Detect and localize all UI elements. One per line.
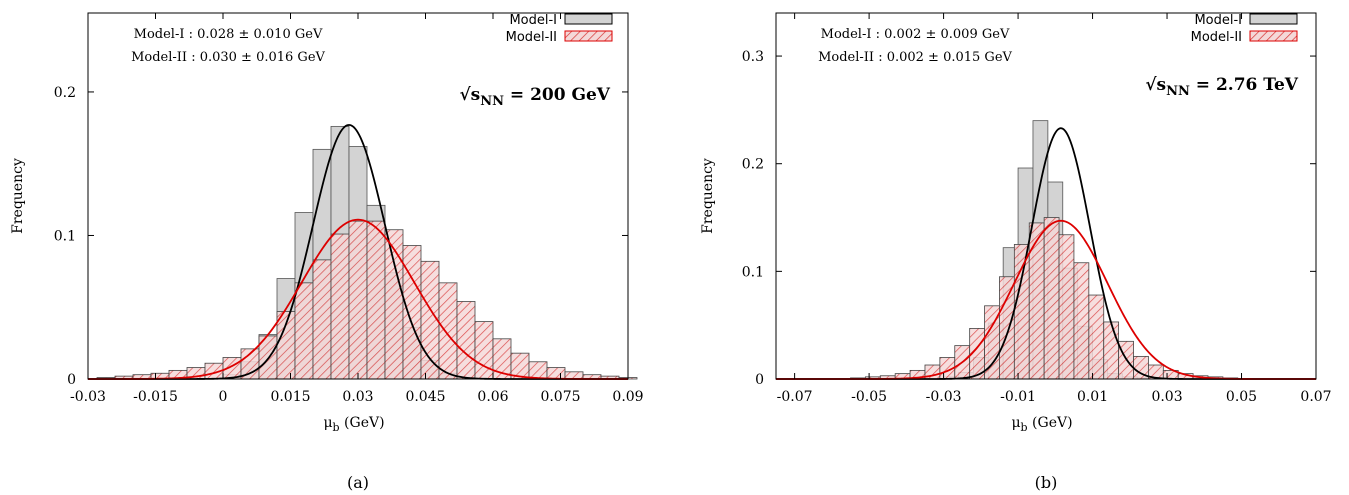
model-ii-bar-15 xyxy=(366,220,386,380)
x-tick-label-2: 0 xyxy=(219,389,228,405)
y-tick-label-2: 0.2 xyxy=(54,85,76,101)
model-ii-bar-14 xyxy=(1058,234,1075,380)
model-ii-bar-14 xyxy=(348,220,368,380)
model-ii-bar-17 xyxy=(1103,321,1120,380)
model-ii-bar-13 xyxy=(330,233,350,380)
legend-label-0: Model-I xyxy=(1194,13,1242,28)
model-ii-bar-11 xyxy=(294,282,314,380)
x-tick-label-3: 0.015 xyxy=(270,389,310,405)
panel-caption: (b) xyxy=(1035,473,1058,492)
legend-label-1: Model-II xyxy=(506,30,557,45)
model-ii-bar-18 xyxy=(420,260,440,380)
legend-label-1: Model-II xyxy=(1191,30,1242,45)
histogram-panel-b: -0.07 -0.05 -0.03 -0.01 0.01 0.03 0.05 0.07 0 0.1… xyxy=(700,12,1332,492)
y-tick-label-1: 0.1 xyxy=(742,264,764,280)
x-tick-label-0: -0.03 xyxy=(70,389,106,405)
y-tick-label-0: 0 xyxy=(67,372,76,388)
fit-annotation-1: Model-II : 0.030 ± 0.016 GeV xyxy=(131,50,325,65)
x-tick-label-7: 0.07 xyxy=(1300,389,1331,405)
x-tick-label-7: 0.075 xyxy=(540,389,580,405)
model-ii-bar-26 xyxy=(564,371,584,380)
legend-label-0: Model-I xyxy=(509,13,557,28)
model-ii-bar-21 xyxy=(474,321,494,380)
x-tick-label-2: -0.03 xyxy=(926,389,962,405)
y-tick-label-2: 0.2 xyxy=(742,157,764,173)
x-tick-label-8: 0.09 xyxy=(612,389,643,405)
model-ii-bar-12 xyxy=(1028,222,1045,380)
model-ii-bar-20 xyxy=(456,301,476,380)
fit-annotation-0: Model-I : 0.002 ± 0.009 GeV xyxy=(821,27,1010,42)
histogram-panel-a: -0.03 -0.015 0 0.015 0.03 0.045 0.06 0.075 0.09 0… xyxy=(10,12,644,492)
model-ii-bar-16 xyxy=(1088,294,1105,380)
x-axis-label: μb (GeV) xyxy=(1011,415,1072,434)
energy-label: √sNN = 2.76 TeV xyxy=(1145,75,1298,99)
legend-swatch-0 xyxy=(1249,13,1298,25)
model-ii-bar-13 xyxy=(1043,217,1060,380)
y-tick-label-1: 0.1 xyxy=(54,228,76,244)
x-tick-label-1: -0.015 xyxy=(133,389,178,405)
x-tick-label-6: 0.06 xyxy=(477,389,508,405)
model-ii-bar-16 xyxy=(384,229,404,380)
model-ii-bar-11 xyxy=(1013,244,1030,380)
y-axis-label: Frequency xyxy=(700,158,716,234)
x-tick-label-0: -0.07 xyxy=(777,389,813,405)
panel-caption: (a) xyxy=(347,473,369,492)
model-ii-bar-15 xyxy=(1073,262,1090,380)
y-tick-label-3: 0.3 xyxy=(742,49,764,65)
x-tick-label-1: -0.05 xyxy=(851,389,887,405)
y-axis-label: Frequency xyxy=(10,158,26,234)
model-ii-bar-19 xyxy=(438,282,458,380)
model-ii-fit-curve xyxy=(88,218,628,380)
x-tick-label-6: 0.05 xyxy=(1226,389,1257,405)
plot-frame xyxy=(775,12,1317,380)
x-tick-label-3: -0.01 xyxy=(1000,389,1036,405)
x-tick-label-4: 0.01 xyxy=(1077,389,1108,405)
fit-annotation-1: Model-II : 0.002 ± 0.015 GeV xyxy=(818,50,1012,65)
legend-swatch-1 xyxy=(1249,30,1298,42)
y-tick-label-0: 0 xyxy=(755,372,764,388)
x-tick-label-4: 0.03 xyxy=(342,389,373,405)
model-ii-bar-10 xyxy=(999,276,1015,380)
model-ii-bar-25 xyxy=(546,367,566,380)
x-tick-label-5: 0.03 xyxy=(1151,389,1182,405)
model-ii-bar-24 xyxy=(528,361,548,380)
energy-label: √sNN = 200 GeV xyxy=(459,85,610,109)
fit-annotation-0: Model-I : 0.028 ± 0.010 GeV xyxy=(134,27,323,42)
x-tick-label-5: 0.045 xyxy=(405,389,445,405)
legend-swatch-1 xyxy=(564,30,613,42)
model-ii-bar-17 xyxy=(402,245,422,380)
x-axis-label: μb (GeV) xyxy=(323,415,384,434)
model-ii-bar-12 xyxy=(312,259,332,380)
legend-swatch-0 xyxy=(564,13,613,25)
